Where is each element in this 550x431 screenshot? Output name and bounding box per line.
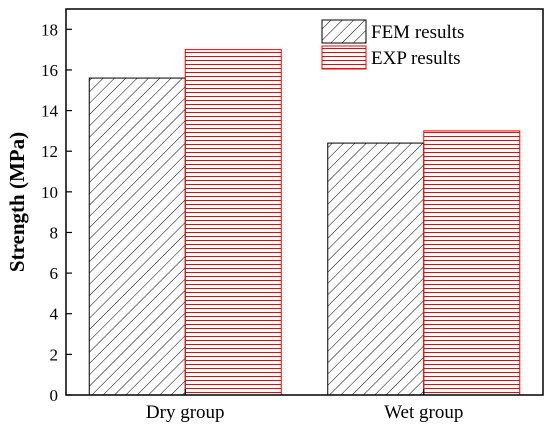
y-tick-label: 6 — [50, 264, 59, 283]
bar-fem-results-wet-group — [327, 142, 425, 396]
legend-label: EXP results — [371, 48, 461, 69]
y-tick-label: 14 — [41, 102, 59, 121]
y-axis-title: Strength (MPa) — [5, 132, 29, 272]
legend: FEM results EXP results — [321, 19, 464, 70]
bar-fem-results-dry-group — [88, 77, 186, 396]
legend-label: FEM results — [371, 22, 464, 43]
plot-frame — [65, 8, 544, 396]
bar-exp-results-dry-group — [184, 49, 282, 396]
y-tick-label: 8 — [50, 223, 59, 242]
y-tick-label: 10 — [41, 183, 58, 202]
y-tick-label: 16 — [41, 61, 58, 80]
y-tick-label: 4 — [50, 305, 59, 324]
y-tick-label: 0 — [50, 386, 59, 405]
x-category-label: Wet group — [384, 402, 463, 423]
bar-exp-results-wet-group — [423, 130, 521, 396]
y-tick-label: 2 — [50, 345, 59, 364]
y-axis-ticks: 0 2 4 6 8 10 12 14 16 18 — [41, 20, 72, 405]
x-axis-ticks: Dry group Wet group — [146, 389, 463, 423]
bars-group — [88, 49, 521, 396]
x-category-label: Dry group — [146, 402, 225, 423]
y-tick-label: 18 — [41, 20, 58, 39]
legend-swatch-fem-results — [321, 19, 367, 44]
legend-swatch-exp-results — [321, 45, 367, 70]
y-tick-label: 12 — [41, 142, 58, 161]
